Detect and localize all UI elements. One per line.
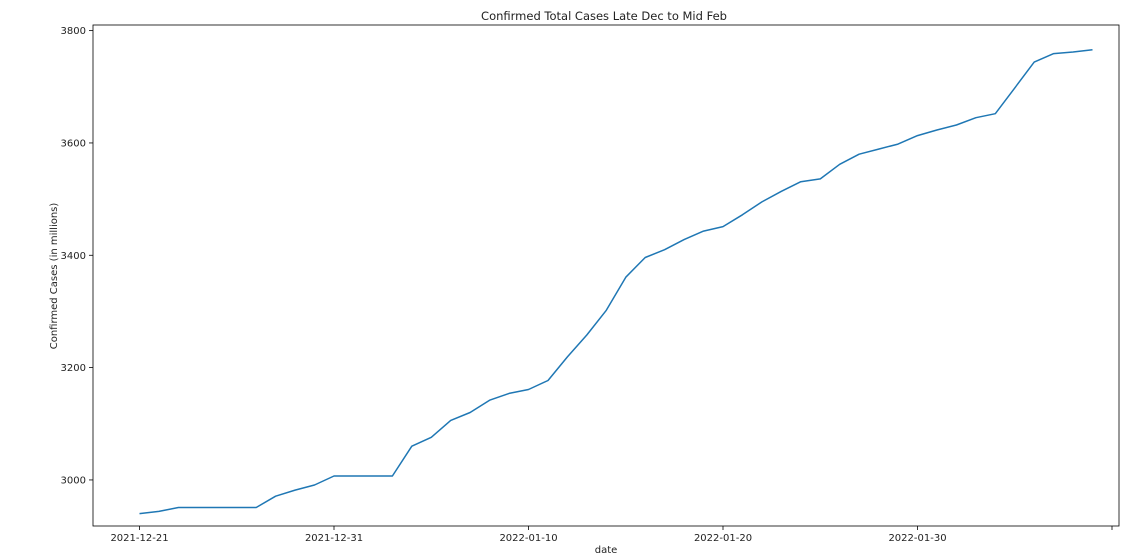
data-point [935,129,938,132]
data-point [430,436,433,439]
data-point [527,388,530,391]
y-axis: 3000 3200 3400 3600 3800 [61,26,93,486]
chart-title: Confirmed Total Cases Late Dec to Mid Fe… [481,9,727,23]
data-point [1091,48,1094,51]
data-point [216,506,219,509]
x-axis-title: date [595,545,618,554]
data-point [488,399,491,402]
y-tick-label: 3200 [61,363,86,374]
data-point [585,334,588,337]
series-points [138,48,1094,515]
data-point [780,190,783,193]
series-line [139,48,1093,515]
data-point [1052,52,1055,55]
data-point [799,180,802,183]
y-tick-label: 3400 [61,251,86,262]
data-point [469,411,472,414]
data-point [683,238,686,241]
data-point [449,419,452,422]
data-point [352,475,355,478]
plot-area-frame [92,24,1120,527]
data-point [274,495,277,498]
data-point [313,484,316,487]
data-point [371,475,374,478]
data-point [702,230,705,233]
data-point [974,116,977,119]
data-point [1033,61,1036,64]
data-point [391,475,394,478]
data-point [663,248,666,251]
data-point [508,392,511,395]
data-point [333,475,336,478]
data-point [644,256,647,259]
data-point [916,134,919,137]
data-point [760,200,763,203]
x-axis: 2021-12-21 2021-12-31 2022-01-10 2022-01-20… [110,526,1113,544]
data-point [177,506,180,509]
data-point [1013,86,1016,89]
data-point [955,124,958,127]
data-point [196,506,199,509]
data-point [722,225,725,228]
data-point [235,506,238,509]
x-tick-label: 2022-01-30 [888,533,946,544]
data-point [138,512,141,515]
y-axis-title: Confirmed Cases (in millions) [49,203,60,350]
data-point [838,163,841,166]
data-point [605,309,608,312]
data-point [157,510,160,513]
x-tick-label: 2021-12-31 [305,533,363,544]
data-point [897,143,900,146]
data-point [877,148,880,151]
x-tick-label: 2022-01-10 [499,533,557,544]
data-point [819,177,822,180]
x-tick-label: 2022-01-20 [694,533,752,544]
data-point [858,153,861,156]
data-point [624,276,627,279]
data-point [741,213,744,216]
y-tick-label: 3000 [61,475,86,486]
y-tick-label: 3600 [61,138,86,149]
data-point [410,445,413,448]
data-point [994,112,997,115]
y-tick-label: 3800 [61,26,86,37]
data-point [1072,51,1075,54]
data-point [547,379,550,382]
data-point [294,489,297,492]
data-point [566,355,569,358]
data-point [255,506,258,509]
x-tick-label: 2021-12-21 [110,533,168,544]
